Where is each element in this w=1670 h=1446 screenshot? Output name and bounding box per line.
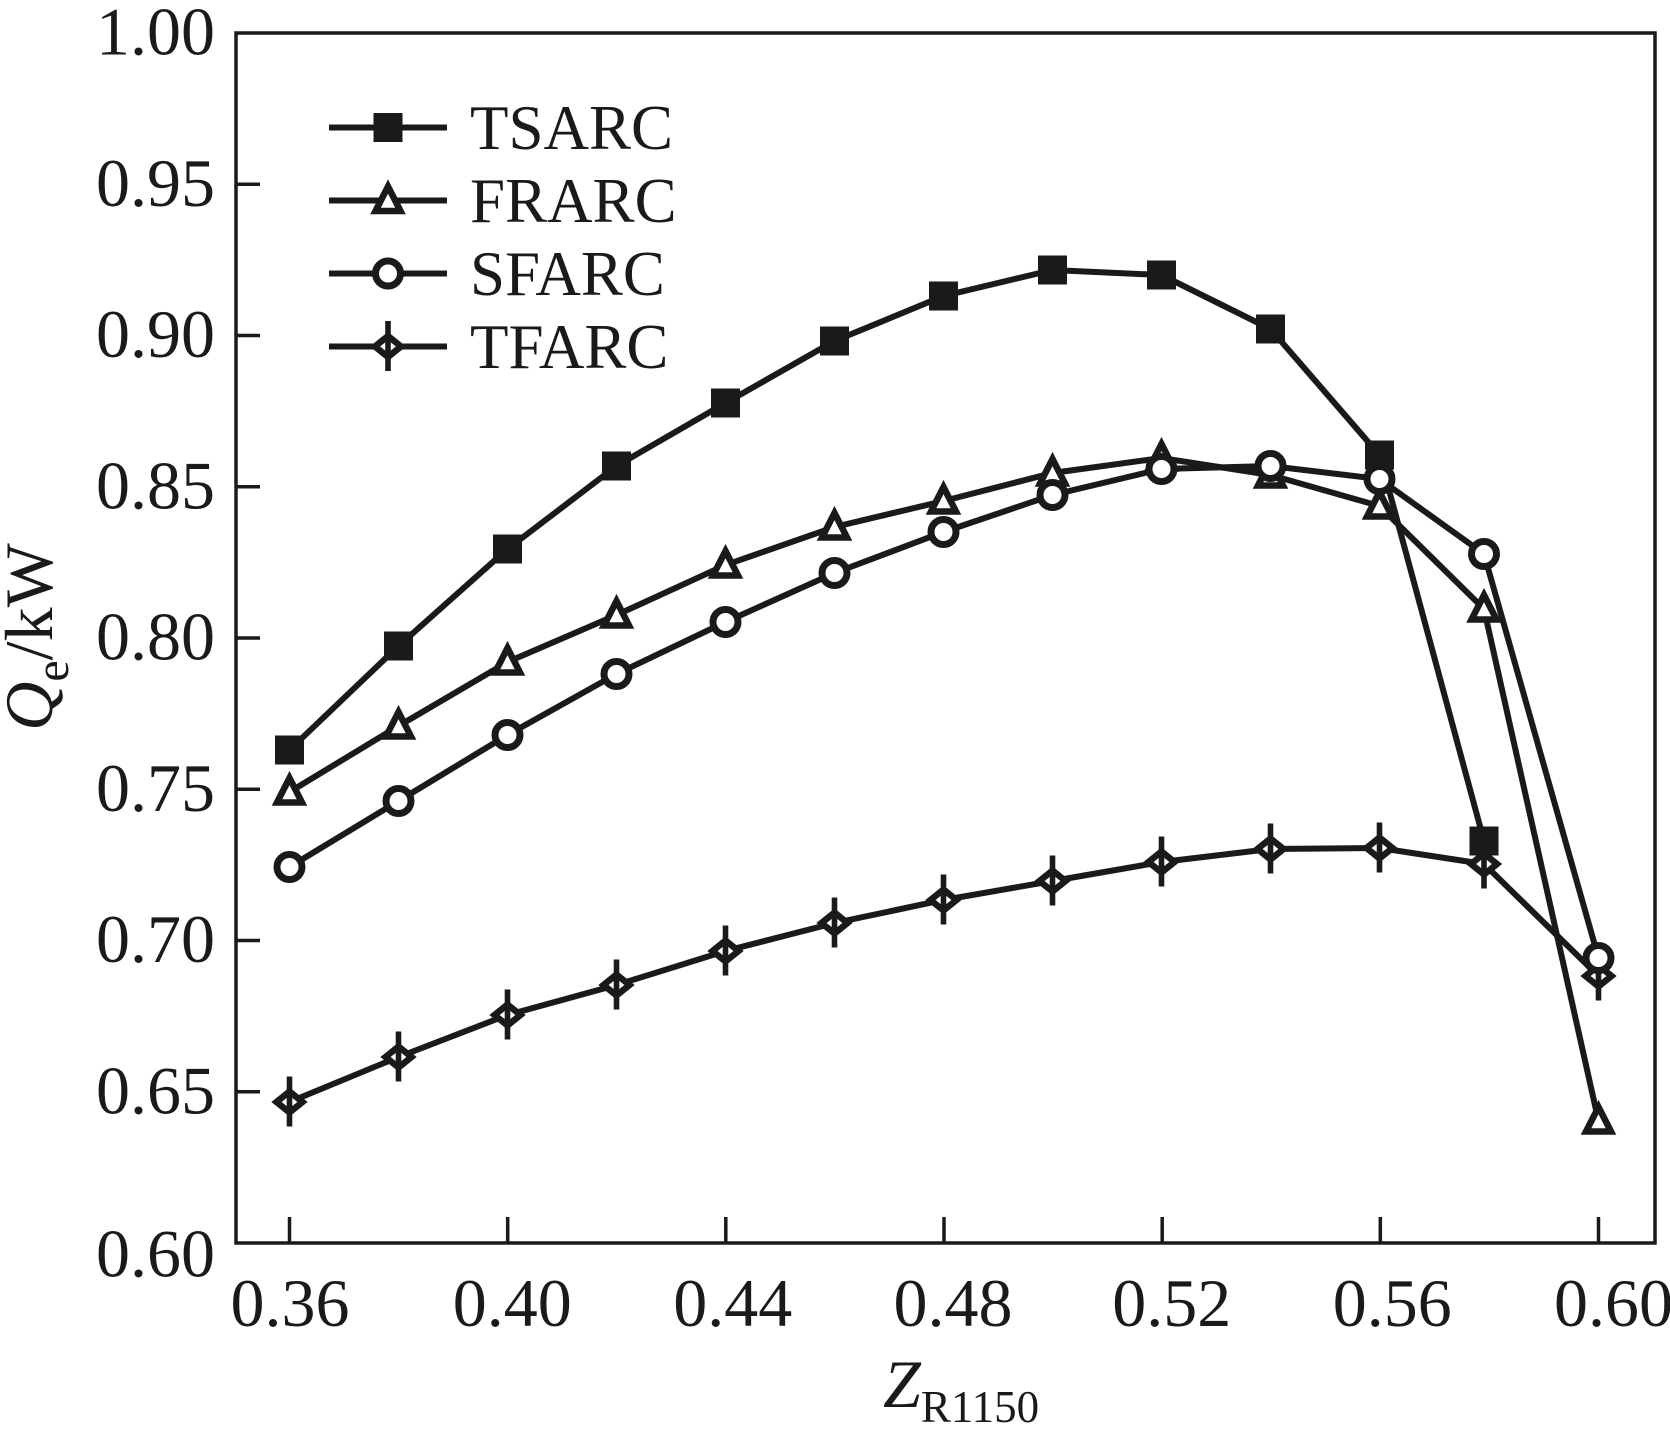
svg-text:Qe/kW: Qe/kW (0, 542, 79, 730)
svg-text:SFARC: SFARC (470, 239, 665, 309)
svg-text:0.48: 0.48 (894, 1265, 1013, 1341)
svg-text:0.44: 0.44 (673, 1265, 792, 1341)
svg-text:0.70: 0.70 (96, 901, 215, 977)
svg-text:0.60: 0.60 (96, 1216, 215, 1292)
svg-text:1.00: 1.00 (96, 0, 215, 70)
svg-text:0.95: 0.95 (96, 145, 215, 221)
svg-text:0.52: 0.52 (1112, 1265, 1231, 1341)
svg-text:ZR1150: ZR1150 (883, 1346, 1039, 1432)
svg-text:0.40: 0.40 (453, 1265, 572, 1341)
svg-text:0.80: 0.80 (96, 599, 215, 675)
svg-text:0.36: 0.36 (231, 1265, 350, 1341)
svg-text:0.90: 0.90 (96, 296, 215, 372)
svg-text:0.65: 0.65 (96, 1052, 215, 1128)
svg-text:0.56: 0.56 (1333, 1265, 1452, 1341)
svg-text:0.85: 0.85 (96, 447, 215, 523)
svg-text:TFARC: TFARC (470, 312, 668, 382)
svg-text:FRARC: FRARC (470, 166, 677, 236)
svg-text:0.60: 0.60 (1554, 1265, 1670, 1341)
svg-text:TSARC: TSARC (470, 93, 673, 163)
svg-text:0.75: 0.75 (96, 750, 215, 826)
